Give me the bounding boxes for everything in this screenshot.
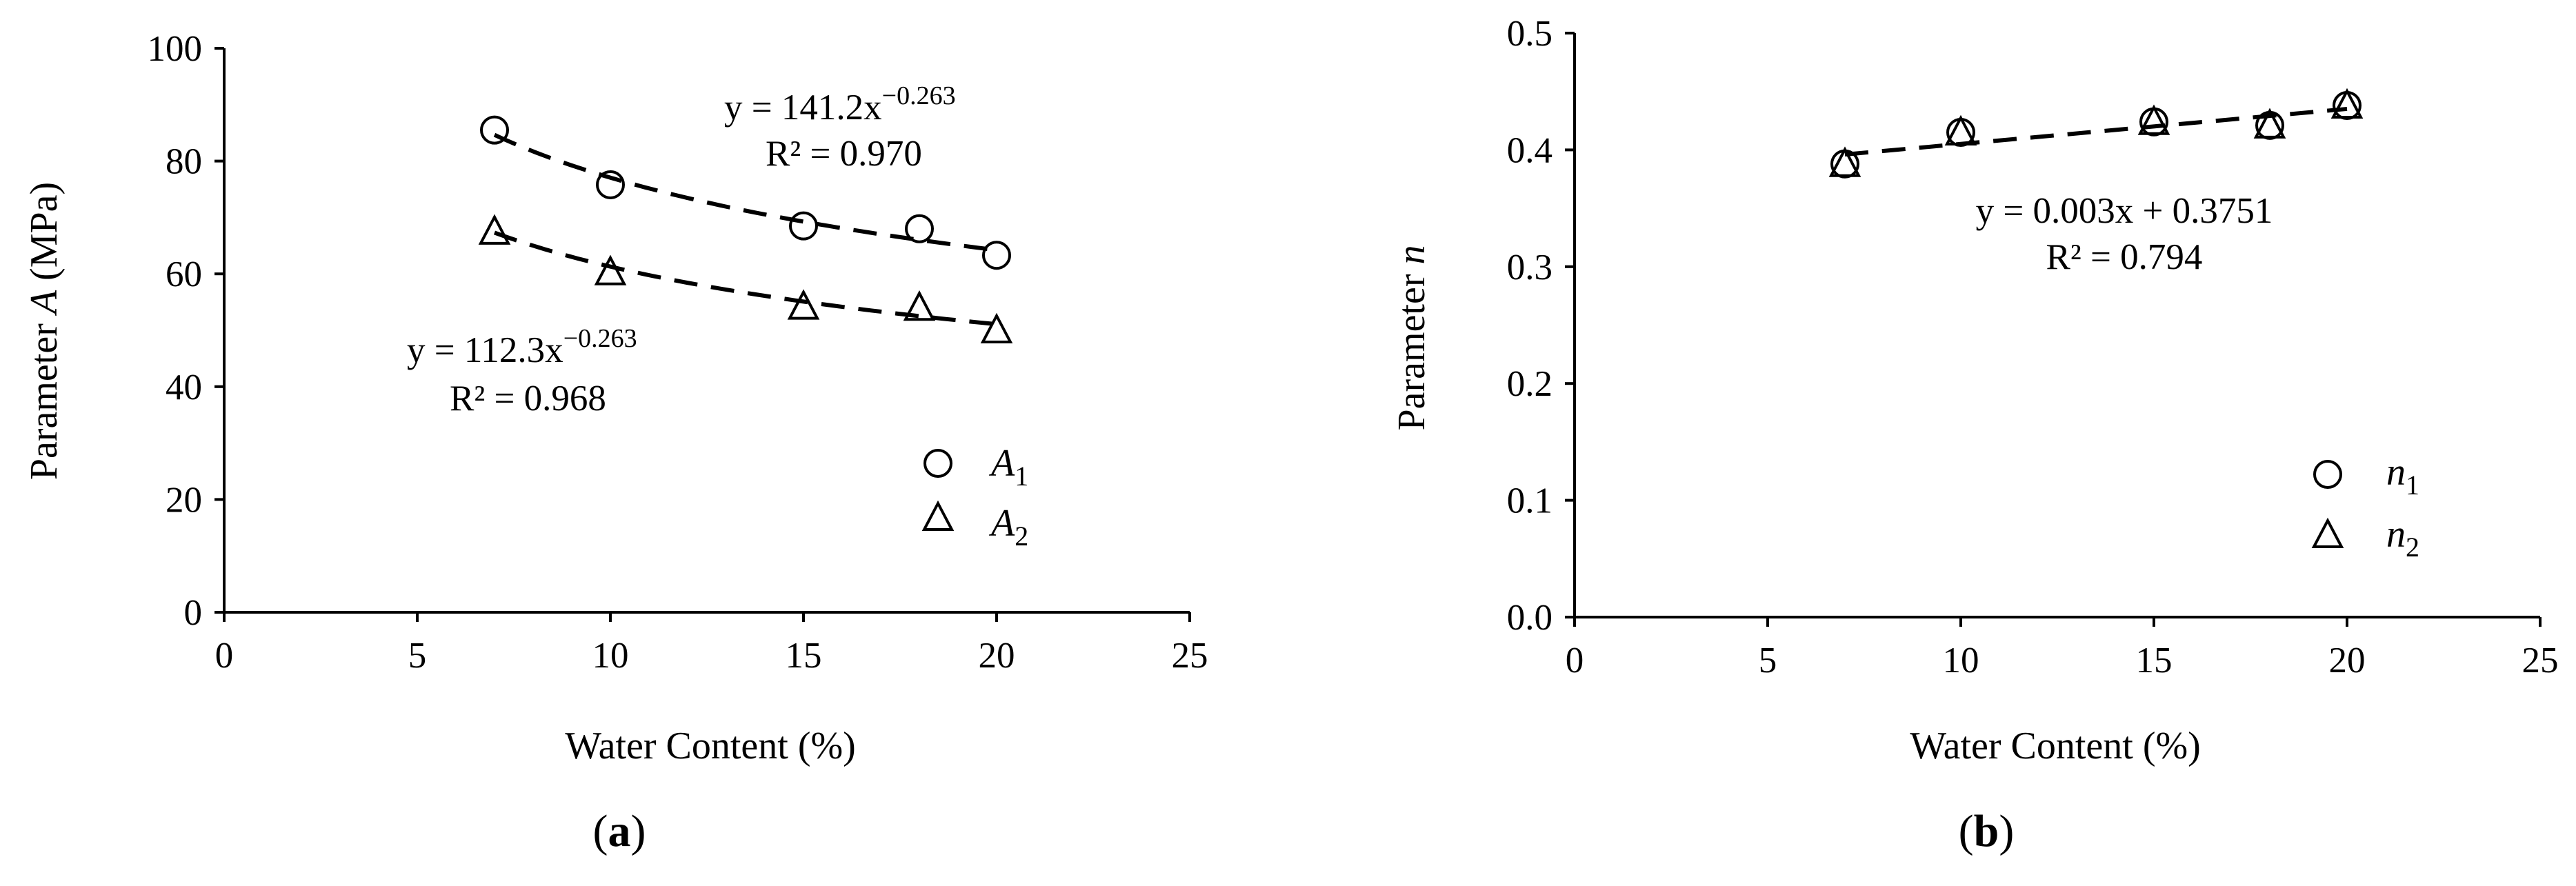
panel-b-trendline — [1844, 106, 2348, 157]
panel-a-chart: 0 20 40 60 80 100 0 5 10 15 20 25 Water Content (%… — [23, 29, 1208, 856]
y-tick-label: 100 — [148, 29, 203, 69]
panel-a-a2-r2: R² = 0.968 — [450, 379, 606, 419]
y-tick-label: 0.3 — [1507, 248, 1552, 288]
panel-a-y-ticks: 0 20 40 60 80 100 — [148, 29, 224, 633]
data-point-a2 — [594, 254, 627, 285]
data-point-a2 — [787, 289, 820, 320]
x-tick-label: 5 — [1759, 641, 1777, 681]
legend-a1-circle-marker — [923, 449, 952, 478]
data-point-a2 — [478, 214, 511, 245]
data-point-a1 — [982, 241, 1011, 270]
legend-n1-label: n1 — [2386, 451, 2419, 501]
data-point-a2 — [903, 290, 936, 321]
panel-b-legend: n1 n2 — [2311, 451, 2419, 563]
x-tick-label: 25 — [1172, 636, 1208, 676]
panel-a-x-axis-title: Water Content (%) — [565, 725, 856, 767]
trendline-n — [1844, 106, 2348, 157]
panel-b-trend-equation: y = 0.003x + 0.3751 — [1976, 191, 2273, 231]
y-tick-label: 0.4 — [1507, 130, 1552, 170]
panel-b-markers — [1828, 88, 2364, 179]
legend-n1-circle-marker — [2313, 460, 2342, 489]
panel-a-a1-r2: R² = 0.970 — [766, 134, 922, 174]
panel-a-markers — [478, 115, 1013, 343]
legend-n2-triangle-marker — [2311, 517, 2344, 548]
panel-a-label: (a) — [593, 806, 646, 856]
panel-a-x-ticks: 0 5 10 15 20 25 — [215, 612, 1208, 676]
panel-b-label: (b) — [1959, 806, 2015, 856]
y-tick-label: 0.0 — [1507, 598, 1552, 638]
x-tick-label: 15 — [2136, 641, 2173, 681]
panel-a-y-axis-title: Parameter A (MPa) — [23, 182, 66, 480]
legend-a1-label: A1 — [988, 442, 1028, 492]
legend-a2-label: A2 — [988, 502, 1028, 552]
x-tick-label: 20 — [2329, 641, 2366, 681]
x-tick-label: 10 — [592, 636, 629, 676]
data-point-a1 — [480, 115, 509, 145]
x-tick-label: 25 — [2522, 641, 2559, 681]
x-tick-label: 5 — [408, 636, 427, 676]
x-tick-label: 0 — [1566, 641, 1584, 681]
y-tick-label: 0 — [184, 593, 203, 633]
data-point-a1 — [596, 170, 625, 199]
x-tick-label: 15 — [786, 636, 822, 676]
panel-a-legend: A1 A2 — [921, 442, 1028, 552]
panel-b-trend-r2: R² = 0.794 — [2046, 237, 2203, 277]
data-point-a2 — [980, 312, 1013, 343]
legend-a2-triangle-marker — [921, 500, 955, 531]
y-tick-label: 20 — [166, 480, 202, 520]
x-tick-label: 0 — [215, 636, 234, 676]
panel-b-y-axis-title: Parameter n — [1390, 245, 1433, 431]
panel-b-y-ticks: 0.0 0.1 0.2 0.3 0.4 0.5 — [1507, 14, 1575, 638]
panel-b-x-axis-title: Water Content (%) — [1910, 725, 2201, 767]
panel-a-a1-equation: y = 141.2x−0.263 — [724, 81, 956, 128]
y-tick-label: 60 — [166, 254, 202, 294]
panel-b-chart: 0.0 0.1 0.2 0.3 0.4 0.5 0 5 10 15 20 25 Water Cont… — [1390, 14, 2559, 856]
data-point-n2 — [2330, 88, 2364, 119]
y-tick-label: 0.1 — [1507, 481, 1552, 521]
data-point-n2 — [1828, 146, 1861, 177]
data-point-n2 — [1944, 114, 1977, 145]
x-tick-label: 10 — [1943, 641, 1979, 681]
y-tick-label: 80 — [166, 142, 202, 182]
y-tick-label: 40 — [166, 368, 202, 407]
panel-b-x-ticks: 0 5 10 15 20 25 — [1566, 617, 2559, 681]
data-point-n2 — [2137, 104, 2170, 135]
trendline-a2 — [493, 230, 997, 327]
y-tick-label: 0.5 — [1507, 14, 1552, 54]
data-point-n2 — [2253, 108, 2286, 139]
y-tick-label: 0.2 — [1507, 364, 1552, 404]
panel-a-a2-equation: y = 112.3x−0.263 — [407, 324, 637, 370]
legend-n2-label: n2 — [2386, 513, 2419, 563]
x-tick-label: 20 — [979, 636, 1015, 676]
data-point-a1 — [789, 211, 818, 241]
data-point-a1 — [905, 214, 934, 243]
